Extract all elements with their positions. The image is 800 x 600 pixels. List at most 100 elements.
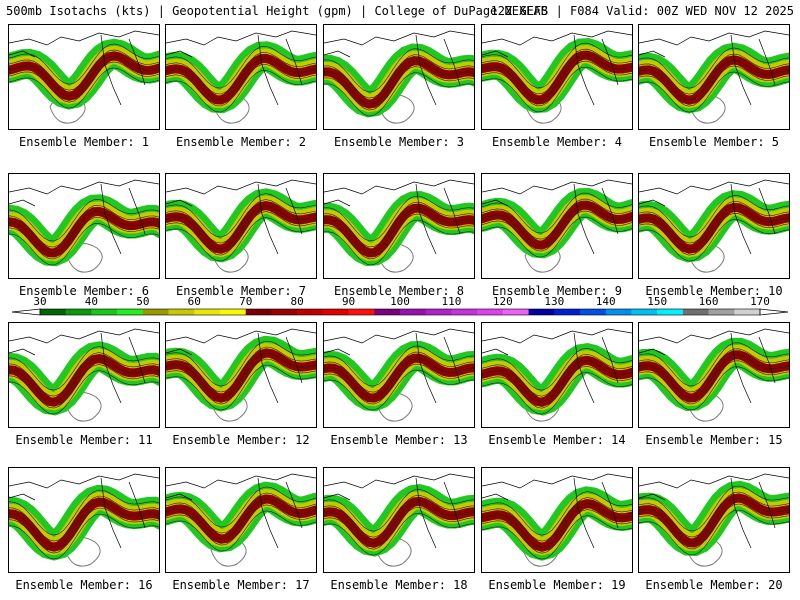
ensemble-map-panel	[165, 322, 317, 428]
ensemble-member-label: Ensemble Member: 9	[491, 284, 623, 298]
height-contour	[482, 198, 632, 240]
height-contour	[639, 59, 789, 101]
height-contour	[324, 345, 474, 387]
height-contour	[166, 486, 316, 528]
height-contour	[639, 491, 789, 538]
height-contour	[166, 492, 316, 534]
ensemble-map-panel	[8, 322, 160, 428]
legend-tick-label: 50	[136, 295, 150, 308]
height-contour	[482, 359, 632, 403]
height-contour	[9, 205, 159, 248]
height-contour	[166, 52, 316, 95]
legend-swatch	[682, 309, 709, 315]
ensemble-map-panel	[638, 173, 790, 279]
ensemble-member-label: Ensemble Member: 13	[330, 433, 468, 447]
height-contour	[9, 199, 159, 242]
height-contour	[166, 70, 316, 113]
coastline	[9, 328, 159, 404]
height-contour	[482, 42, 632, 89]
height-contour	[166, 205, 316, 250]
height-contour	[166, 352, 316, 399]
height-contour	[482, 66, 632, 113]
coastline	[166, 30, 316, 106]
height-contour	[639, 503, 789, 550]
coastline	[482, 30, 632, 106]
height-contour	[482, 216, 632, 258]
legend-tick-label: 80	[290, 295, 304, 308]
ensemble-member-label: Ensemble Member: 14	[488, 433, 626, 447]
ensemble-member-label: Ensemble Member: 4	[491, 135, 623, 149]
coastline	[639, 30, 789, 106]
isotach-map	[482, 179, 632, 273]
ensemble-map-panel	[638, 467, 790, 573]
ensemble-map-panel	[481, 173, 633, 279]
ensemble-member-label: Ensemble Member: 15	[645, 433, 783, 447]
legend-swatch	[194, 309, 221, 315]
legend-colorbar	[11, 308, 789, 316]
legend-tick-label: 70	[239, 295, 253, 308]
legend-swatch	[65, 309, 92, 315]
isotach-map	[9, 328, 159, 422]
height-contour	[639, 65, 789, 107]
ensemble-member-label: Ensemble Member: 18	[330, 578, 468, 592]
height-contour	[639, 212, 789, 256]
legend-swatch	[245, 309, 272, 315]
isotach-map	[482, 328, 632, 422]
height-contour	[482, 509, 632, 554]
ensemble-map-panel	[638, 322, 790, 428]
wind-speed-legend: 30 40 50 60 70 80 90 100 110 120 130 140 150 160 170	[0, 296, 800, 322]
legend-tick-label: 100	[390, 295, 410, 308]
ensemble-map-panel	[481, 24, 633, 130]
height-contour	[324, 207, 474, 254]
coastline	[639, 179, 789, 255]
ensemble-map-panel	[323, 467, 475, 573]
height-contour	[324, 506, 474, 550]
height-contour	[9, 501, 159, 548]
height-contour	[166, 217, 316, 262]
legend-swatch	[348, 309, 375, 315]
coastline	[9, 179, 159, 255]
ensemble-map-panel	[323, 173, 475, 279]
height-contour	[482, 54, 632, 101]
height-contour	[324, 363, 474, 405]
isotach-map	[482, 30, 632, 124]
isotach-map	[324, 30, 474, 124]
height-contour	[9, 211, 159, 254]
ensemble-member-label: Ensemble Member: 20	[645, 578, 783, 592]
ensemble-member-label: Ensemble Member: 5	[648, 135, 780, 149]
isotach-map	[482, 473, 632, 567]
ensemble-member-label: Ensemble Member: 2	[175, 135, 307, 149]
isotach-map	[166, 179, 316, 273]
ensemble-member-label: Ensemble Member: 16	[15, 578, 153, 592]
height-contour	[9, 507, 159, 554]
legend-swatch	[91, 309, 118, 315]
isotach-map	[9, 179, 159, 273]
height-contour	[482, 365, 632, 409]
coastline	[482, 179, 632, 255]
height-contour	[482, 503, 632, 548]
height-contour	[639, 348, 789, 393]
height-contour	[324, 512, 474, 556]
legend-tick-label: 40	[84, 295, 99, 308]
height-contour	[324, 494, 474, 538]
legend-tick-label: 150	[647, 295, 668, 308]
height-contour	[9, 55, 159, 97]
height-contour	[639, 53, 789, 95]
height-contour	[639, 485, 789, 532]
legend-swatch	[400, 309, 427, 315]
height-contour	[324, 54, 474, 99]
height-contour	[639, 206, 789, 250]
legend-swatch	[708, 309, 735, 315]
height-contour	[166, 498, 316, 540]
coastline	[324, 473, 474, 549]
height-contour	[324, 48, 474, 93]
height-contour	[639, 360, 789, 405]
legend-swatch	[631, 309, 658, 315]
ensemble-member-label: Ensemble Member: 17	[172, 578, 310, 592]
model-run-info: 12Z GEFS | F084 Valid: 00Z WED NOV 12 20…	[490, 4, 794, 18]
coastline	[482, 473, 632, 549]
legend-tick-label: 130	[544, 295, 565, 308]
isotach-map	[166, 30, 316, 124]
legend-swatch	[477, 309, 504, 315]
coastline	[324, 30, 474, 106]
